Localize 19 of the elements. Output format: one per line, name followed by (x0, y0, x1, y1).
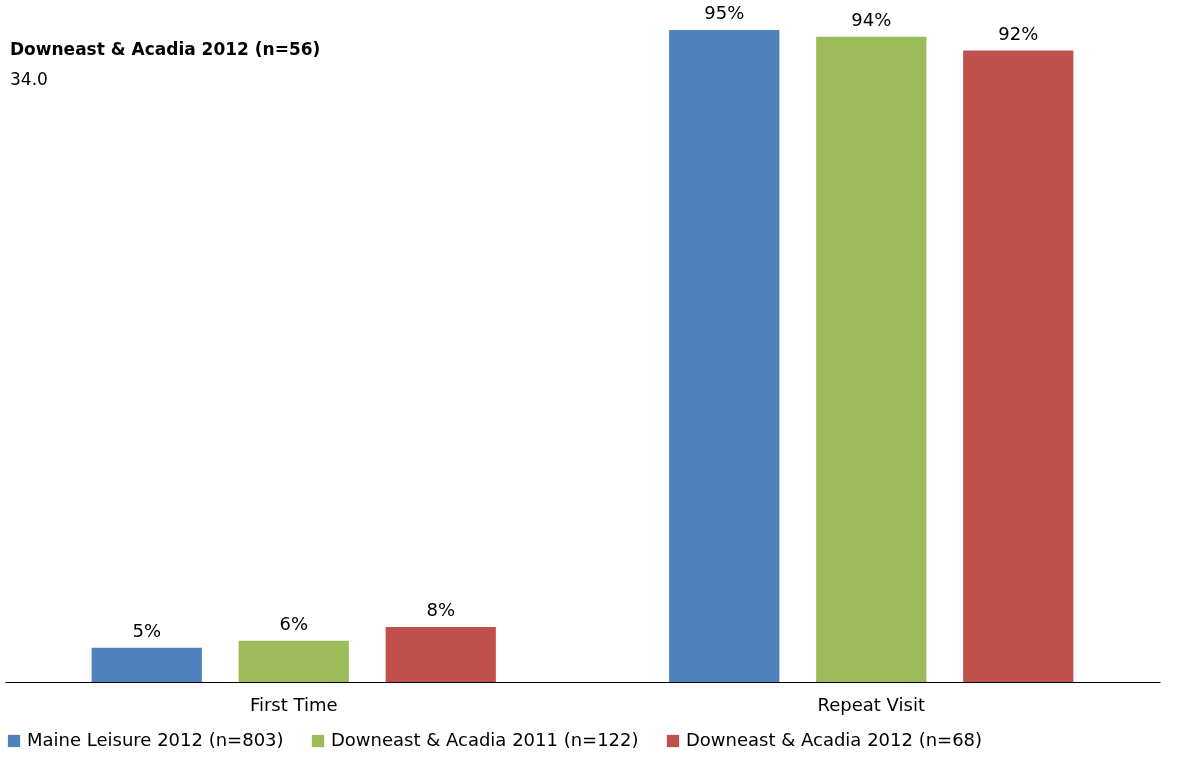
bar (385, 627, 496, 682)
data-label: 6% (279, 612, 309, 634)
data-label: 92% (998, 22, 1039, 44)
data-label: 94% (851, 8, 892, 30)
x-tick-label: Repeat Visit (817, 693, 925, 715)
x-tick-label: First Time (249, 693, 338, 715)
bar (963, 50, 1074, 682)
data-label: 8% (426, 599, 456, 621)
legend-label: Maine Leisure 2012 (n=803) (27, 729, 284, 750)
annotation: Downeast & Acadia 2012 (n=56) (10, 39, 321, 59)
bar (816, 36, 927, 682)
annotation: 34.0 (10, 69, 48, 89)
data-label: 5% (132, 619, 162, 641)
legend-label: Downeast & Acadia 2012 (n=68) (686, 729, 983, 750)
bar (669, 30, 780, 682)
bar (238, 640, 349, 682)
bar (91, 647, 202, 682)
data-label: 95% (704, 2, 745, 23)
legend-label: Downeast & Acadia 2011 (n=122) (331, 729, 639, 750)
